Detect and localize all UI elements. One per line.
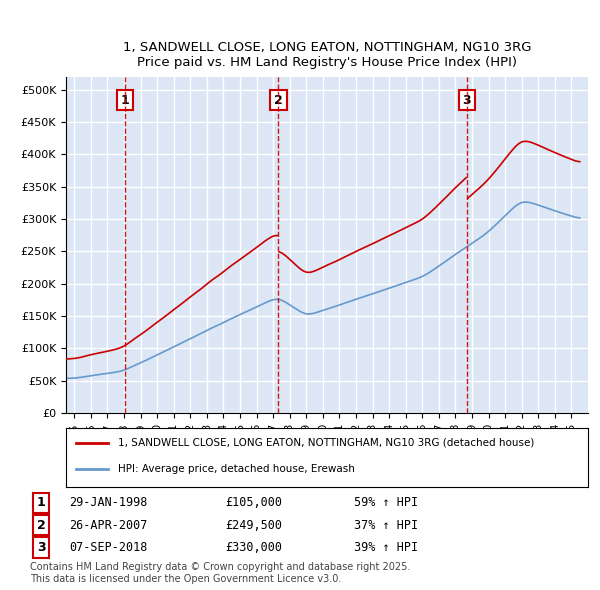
Text: 39% ↑ HPI: 39% ↑ HPI: [353, 541, 418, 554]
Title: 1, SANDWELL CLOSE, LONG EATON, NOTTINGHAM, NG10 3RG
Price paid vs. HM Land Regis: 1, SANDWELL CLOSE, LONG EATON, NOTTINGHA…: [123, 41, 531, 68]
Text: HPI: Average price, detached house, Erewash: HPI: Average price, detached house, Erew…: [118, 464, 355, 474]
Text: 1: 1: [121, 94, 130, 107]
Text: 2: 2: [274, 94, 283, 107]
Text: 26-APR-2007: 26-APR-2007: [69, 519, 148, 532]
Text: Contains HM Land Registry data © Crown copyright and database right 2025.
This d: Contains HM Land Registry data © Crown c…: [30, 562, 410, 584]
Text: 2: 2: [37, 519, 46, 532]
Text: £330,000: £330,000: [226, 541, 282, 554]
Text: 59% ↑ HPI: 59% ↑ HPI: [353, 496, 418, 509]
Text: 29-JAN-1998: 29-JAN-1998: [69, 496, 148, 509]
Text: £105,000: £105,000: [226, 496, 282, 509]
Text: £249,500: £249,500: [226, 519, 282, 532]
Text: 3: 3: [37, 541, 46, 554]
Text: 07-SEP-2018: 07-SEP-2018: [69, 541, 148, 554]
Text: 37% ↑ HPI: 37% ↑ HPI: [353, 519, 418, 532]
Text: 1: 1: [37, 496, 46, 509]
Text: 3: 3: [463, 94, 471, 107]
Text: 1, SANDWELL CLOSE, LONG EATON, NOTTINGHAM, NG10 3RG (detached house): 1, SANDWELL CLOSE, LONG EATON, NOTTINGHA…: [118, 438, 535, 447]
